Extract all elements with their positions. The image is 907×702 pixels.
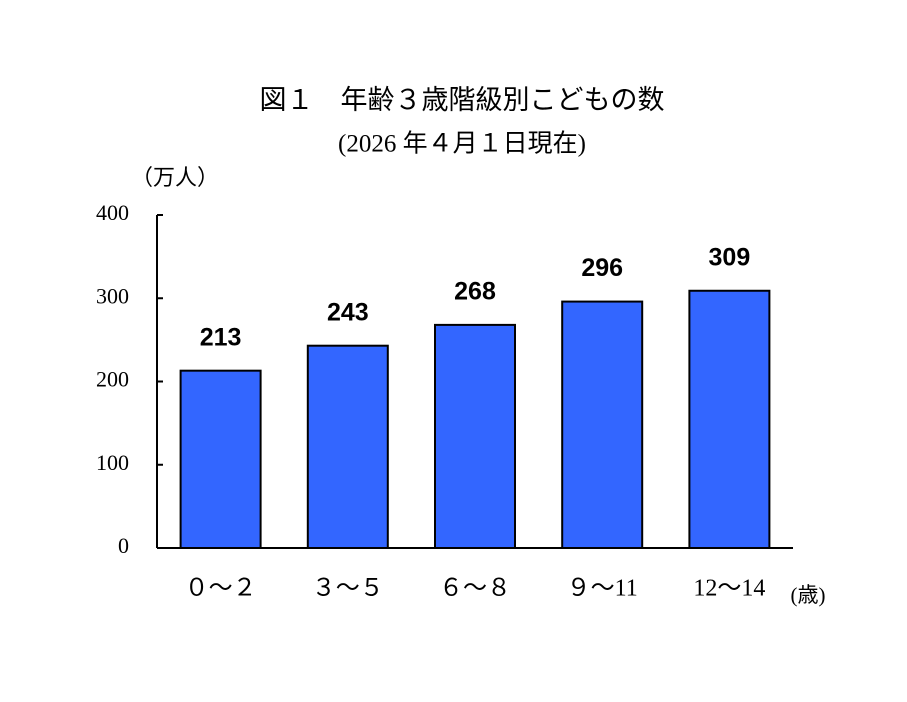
data-label: 268 [454,277,496,305]
x-tick-label: ９～11 [567,576,638,602]
chart-subtitle: (2026 年４月１日現在) [338,130,586,158]
y-tick-label: 200 [96,367,129,392]
data-label: 296 [581,254,623,282]
bar [434,323,516,550]
y-axis-label: （万人） [131,165,219,190]
x-tick-label: ６～８ [439,576,511,602]
x-axis-label: (歳) [791,583,826,607]
bar [179,369,262,549]
bar [561,300,644,549]
x-tick-label: 12～14 [693,576,765,602]
y-tick-label: 400 [96,200,129,225]
data-label: 309 [709,243,751,271]
x-tick-label: ０～２ [185,576,257,602]
x-tick-label: ３～５ [312,576,384,602]
y-tick-label: 0 [118,533,129,558]
bar [306,344,389,550]
y-tick-label: 300 [96,283,129,308]
bar [688,289,771,549]
data-label: 213 [200,323,242,351]
chart-title: 図１ 年齢３歳階級別こどもの数 [260,85,665,115]
y-tick-label: 100 [96,450,129,475]
data-label: 243 [327,298,369,326]
